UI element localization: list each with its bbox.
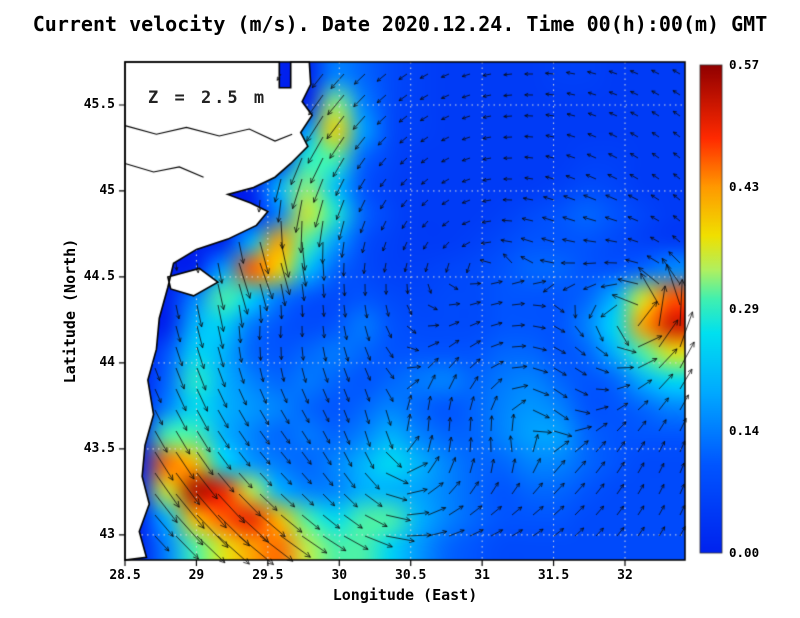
y-tick-label: 45.5: [83, 96, 115, 112]
x-tick-label: 29: [188, 568, 205, 583]
x-tick-label: 31.5: [537, 568, 570, 583]
colorbar-tick-label: 0.00: [729, 545, 760, 560]
x-tick-label: 31: [474, 568, 490, 583]
x-tick-label: 32: [617, 568, 633, 583]
y-tick-label: 45: [99, 182, 115, 198]
x-axis-label: Longitude (East): [332, 586, 478, 604]
x-tick-label: 29.5: [252, 568, 284, 583]
y-tick-label: 44.5: [83, 268, 115, 284]
x-tick-label: 30: [331, 568, 348, 583]
colorbar-tick-label: 0.43: [729, 179, 760, 194]
y-tick-label: 43: [99, 526, 115, 542]
y-tick-label: 44: [99, 354, 115, 370]
x-tick-label: 28.5: [109, 568, 141, 583]
depth-annotation: Z = 2.5 m: [148, 88, 268, 108]
chart-title: Current velocity (m/s). Date 2020.12.24.…: [32, 12, 768, 36]
colorbar-tick-label: 0.14: [729, 423, 760, 438]
y-tick-label: 43.5: [83, 440, 115, 456]
colorbar-tick-label: 0.57: [729, 57, 760, 72]
x-tick-label: 30.5: [395, 568, 427, 583]
colorbar-tick-label: 0.29: [729, 301, 760, 316]
